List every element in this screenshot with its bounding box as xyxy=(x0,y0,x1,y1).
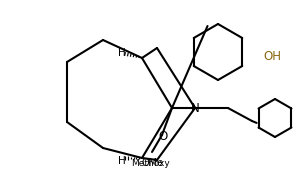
Text: N: N xyxy=(191,102,199,114)
Text: OH: OH xyxy=(264,50,282,63)
Text: OMe: OMe xyxy=(142,158,164,168)
Text: Methoxy: Methoxy xyxy=(131,158,169,168)
Text: H: H xyxy=(118,48,126,58)
Text: O: O xyxy=(158,130,168,142)
Text: H: H xyxy=(118,156,126,166)
